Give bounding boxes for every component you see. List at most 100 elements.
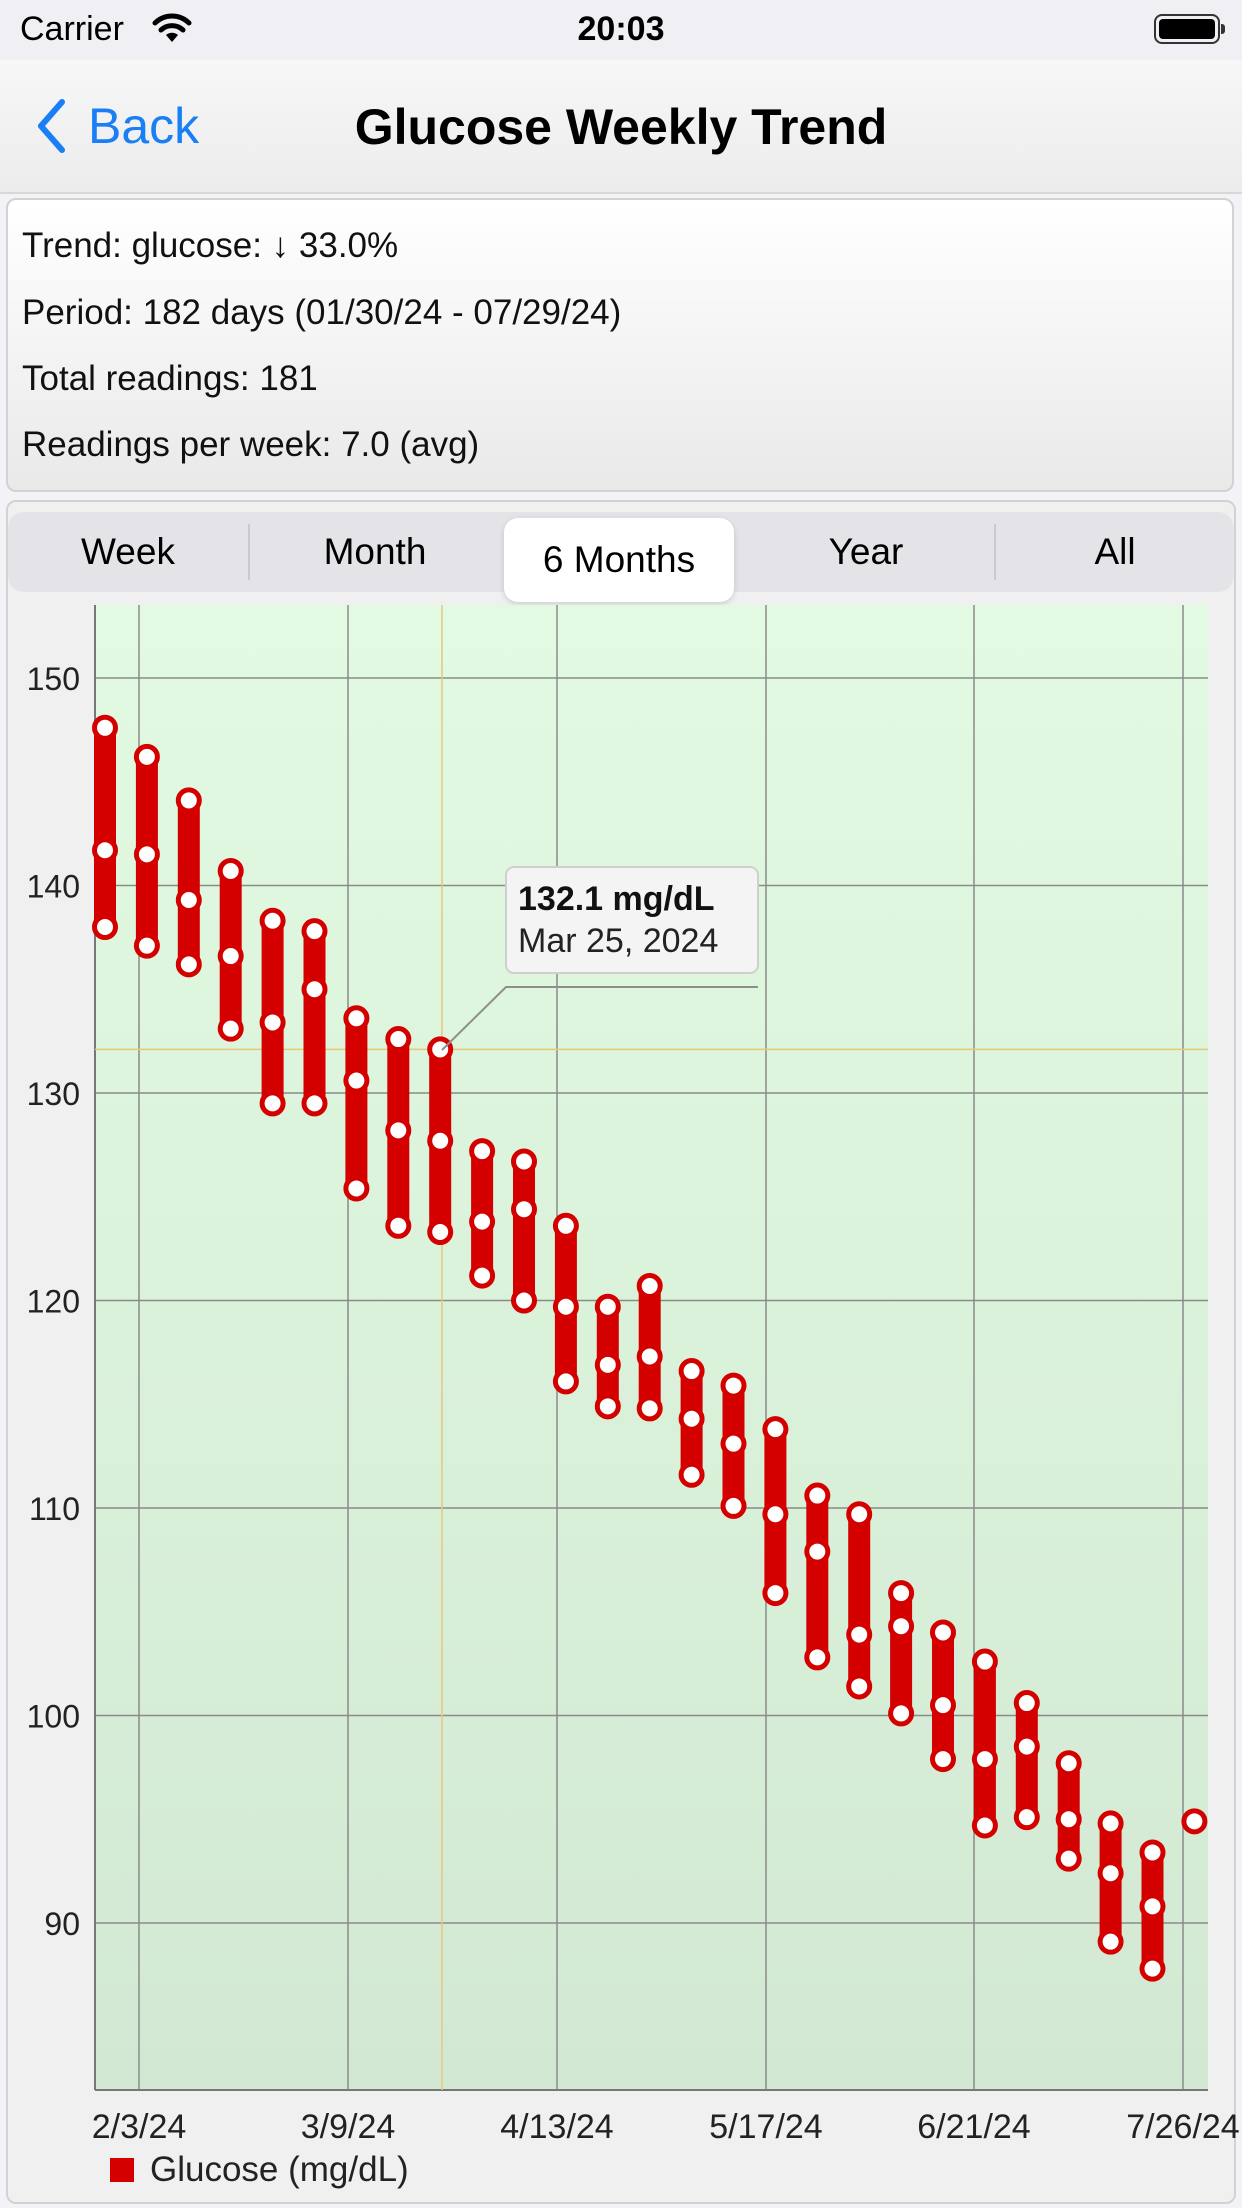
reading-point[interactable]: [469, 1208, 496, 1235]
reading-point[interactable]: [804, 1644, 831, 1671]
week-range-bar[interactable]: [1139, 1839, 1166, 1982]
reading-point[interactable]: [175, 951, 202, 978]
reading-point[interactable]: [720, 1430, 747, 1457]
week-range-bar[interactable]: [427, 1036, 454, 1246]
reading-point[interactable]: [930, 1619, 956, 1646]
reading-point[interactable]: [846, 1501, 873, 1528]
week-range-bar[interactable]: [552, 1212, 579, 1395]
reading-point[interactable]: [678, 1461, 705, 1488]
reading-point[interactable]: [762, 1501, 789, 1528]
reading-point[interactable]: [930, 1692, 956, 1719]
reading-point[interactable]: [888, 1613, 915, 1640]
reading-point[interactable]: [1139, 1893, 1166, 1920]
reading-point[interactable]: [133, 743, 160, 770]
week-range-bar[interactable]: [175, 787, 202, 978]
reading-point[interactable]: [175, 787, 202, 814]
reading-point[interactable]: [1139, 1839, 1166, 1866]
reading-point[interactable]: [971, 1648, 998, 1675]
reading-point[interactable]: [427, 1036, 454, 1063]
reading-point[interactable]: [552, 1212, 579, 1239]
reading-point[interactable]: [720, 1492, 747, 1519]
week-range-bar[interactable]: [469, 1138, 496, 1289]
reading-point[interactable]: [888, 1700, 915, 1727]
segment-all[interactable]: All: [1094, 531, 1136, 572]
reading-point[interactable]: [343, 1067, 370, 1094]
reading-point[interactable]: [385, 1212, 412, 1239]
reading-point[interactable]: [175, 887, 202, 914]
reading-point[interactable]: [888, 1580, 915, 1607]
reading-point[interactable]: [594, 1293, 621, 1320]
reading-point[interactable]: [1097, 1860, 1124, 1887]
week-range-bar[interactable]: [1013, 1690, 1040, 1831]
week-range-bar[interactable]: [1055, 1750, 1082, 1872]
week-range-bar[interactable]: [720, 1372, 747, 1519]
reading-point[interactable]: [217, 1015, 244, 1042]
reading-point[interactable]: [511, 1287, 537, 1314]
reading-point[interactable]: [343, 1175, 370, 1202]
week-range-bar[interactable]: [385, 1026, 412, 1239]
week-range-bar[interactable]: [930, 1619, 956, 1773]
reading-point[interactable]: [1181, 1808, 1208, 1835]
reading-point[interactable]: [133, 841, 160, 868]
reading-point[interactable]: [1055, 1845, 1082, 1872]
week-range-bar[interactable]: [1097, 1810, 1124, 1955]
week-range-bar[interactable]: [804, 1482, 831, 1671]
reading-point[interactable]: [1013, 1690, 1040, 1717]
reading-point[interactable]: [301, 1090, 328, 1117]
week-range-bar[interactable]: [217, 857, 244, 1042]
reading-point[interactable]: [846, 1621, 873, 1648]
reading-point[interactable]: [1097, 1928, 1124, 1955]
reading-point[interactable]: [511, 1196, 537, 1223]
reading-point[interactable]: [259, 1090, 286, 1117]
reading-point[interactable]: [678, 1405, 705, 1432]
reading-point[interactable]: [594, 1393, 621, 1420]
segment-month[interactable]: Month: [323, 531, 427, 572]
reading-point[interactable]: [636, 1343, 663, 1370]
week-range-bar[interactable]: [971, 1648, 998, 1839]
reading-point[interactable]: [636, 1272, 663, 1299]
reading-point[interactable]: [1055, 1806, 1082, 1833]
reading-point[interactable]: [971, 1812, 998, 1839]
reading-point[interactable]: [385, 1117, 412, 1144]
week-range-bar[interactable]: [594, 1293, 621, 1420]
reading-point[interactable]: [971, 1746, 998, 1773]
week-range-bar[interactable]: [92, 714, 118, 940]
back-button[interactable]: Back: [36, 96, 199, 156]
reading-point[interactable]: [92, 914, 118, 940]
reading-point[interactable]: [804, 1482, 831, 1509]
reading-point[interactable]: [678, 1358, 705, 1385]
reading-point[interactable]: [720, 1372, 747, 1399]
week-range-bar[interactable]: [1181, 1808, 1208, 1835]
reading-point[interactable]: [552, 1368, 579, 1395]
reading-point[interactable]: [133, 932, 160, 959]
reading-point[interactable]: [92, 714, 118, 741]
segment-year[interactable]: Year: [828, 531, 904, 572]
week-range-bar[interactable]: [888, 1580, 915, 1727]
week-range-bar[interactable]: [678, 1358, 705, 1488]
reading-point[interactable]: [1013, 1733, 1040, 1760]
week-range-bar[interactable]: [846, 1501, 873, 1700]
reading-point[interactable]: [594, 1351, 621, 1378]
reading-point[interactable]: [1139, 1955, 1166, 1982]
week-range-bar[interactable]: [636, 1272, 663, 1422]
reading-point[interactable]: [1097, 1810, 1124, 1837]
reading-point[interactable]: [217, 857, 244, 884]
week-range-bar[interactable]: [301, 918, 328, 1117]
week-range-bar[interactable]: [133, 743, 160, 959]
segment-6-months[interactable]: 6 Months: [504, 518, 734, 602]
reading-point[interactable]: [1055, 1750, 1082, 1777]
reading-point[interactable]: [259, 907, 286, 934]
segment-week[interactable]: Week: [81, 531, 175, 572]
reading-point[interactable]: [343, 1005, 370, 1032]
reading-point[interactable]: [511, 1148, 537, 1175]
week-range-bar[interactable]: [511, 1148, 537, 1314]
week-range-bar[interactable]: [762, 1416, 789, 1607]
reading-point[interactable]: [217, 943, 244, 970]
reading-point[interactable]: [301, 918, 328, 945]
reading-point[interactable]: [385, 1026, 412, 1053]
reading-point[interactable]: [427, 1219, 454, 1246]
reading-point[interactable]: [469, 1138, 496, 1165]
reading-point[interactable]: [552, 1293, 579, 1320]
week-range-bar[interactable]: [343, 1005, 370, 1202]
glucose-chart[interactable]: 150 140 130 120 110 100 90 2/3/24 3/9/24 4/13/24…: [0, 600, 1242, 2150]
